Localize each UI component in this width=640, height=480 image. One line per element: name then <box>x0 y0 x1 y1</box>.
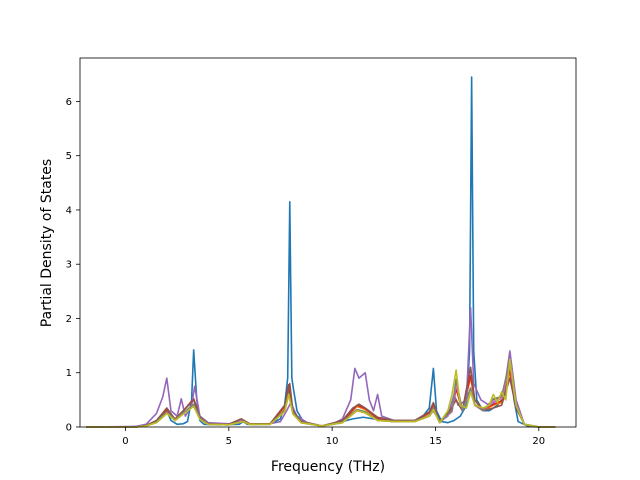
y-tick-label: 6 <box>66 97 72 108</box>
series-line-9 <box>86 358 556 428</box>
x-axis-label: Frequency (THz) <box>271 459 385 475</box>
x-tick-label: 10 <box>326 436 339 447</box>
plot-frame <box>79 57 577 428</box>
x-axis-ticks: 0 5 10 15 20 <box>122 427 545 447</box>
series-line-6 <box>86 366 556 428</box>
x-tick-label: 5 <box>226 436 232 447</box>
y-tick-label: 2 <box>66 314 72 325</box>
y-axis-label: Partial Density of States <box>39 159 55 327</box>
series-layer <box>86 76 556 428</box>
y-tick-label: 0 <box>66 423 72 434</box>
y-tick-label: 4 <box>66 205 72 216</box>
y-tick-label: 1 <box>66 368 72 379</box>
y-tick-label: 5 <box>66 151 72 162</box>
y-tick-label: 3 <box>66 260 72 271</box>
x-tick-label: 15 <box>429 436 442 447</box>
x-tick-label: 20 <box>532 436 545 447</box>
y-axis-ticks: 0 1 2 3 4 5 6 <box>66 97 80 434</box>
x-tick-label: 0 <box>122 436 128 447</box>
